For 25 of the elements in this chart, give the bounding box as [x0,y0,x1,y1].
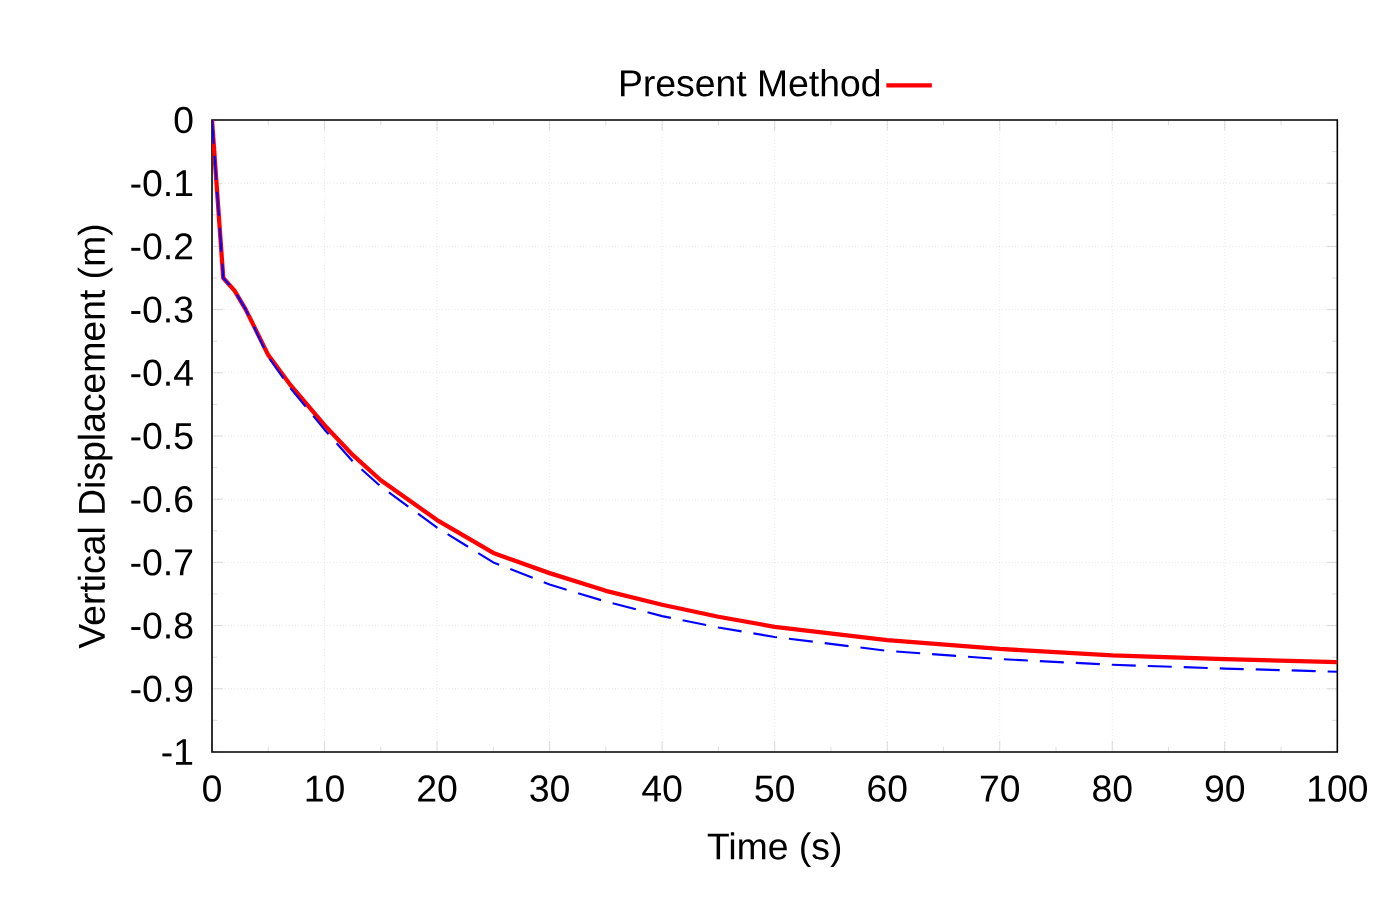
x-tick-label: 50 [755,775,794,802]
y-axis-title: Vertical Displacement (m) [77,225,113,649]
y-tick-label: -0.5 [131,422,193,450]
y-tick-label: -0.7 [131,549,193,576]
x-tick-label: 100 [1309,775,1368,802]
y-tick-label: -0.1 [131,169,193,197]
x-tick-label: 0 [203,775,221,802]
y-tick-label: -0.3 [131,296,193,323]
y-tick-label: -0.9 [131,675,193,702]
x-tick-label: 60 [868,775,907,802]
y-tick-label: -0.2 [131,233,193,260]
y-tick-label: 0 [174,106,193,134]
y-tick-label: -0.6 [131,485,193,513]
x-tick-label: 70 [980,775,1020,802]
x-axis-title: Time (s) [707,832,841,868]
x-tick-label: 30 [530,775,569,802]
x-tick-label: 10 [306,775,344,802]
legend-label: Present Method [621,69,880,97]
y-tick-label: -1 [162,739,193,765]
x-tick-label: 80 [1093,775,1132,802]
x-tick-label: 40 [642,775,682,802]
x-tick-label: 20 [418,775,457,802]
y-tick-label: -0.4 [131,359,193,386]
x-tick-label: 90 [1205,775,1245,802]
y-tick-label: -0.8 [131,612,193,639]
